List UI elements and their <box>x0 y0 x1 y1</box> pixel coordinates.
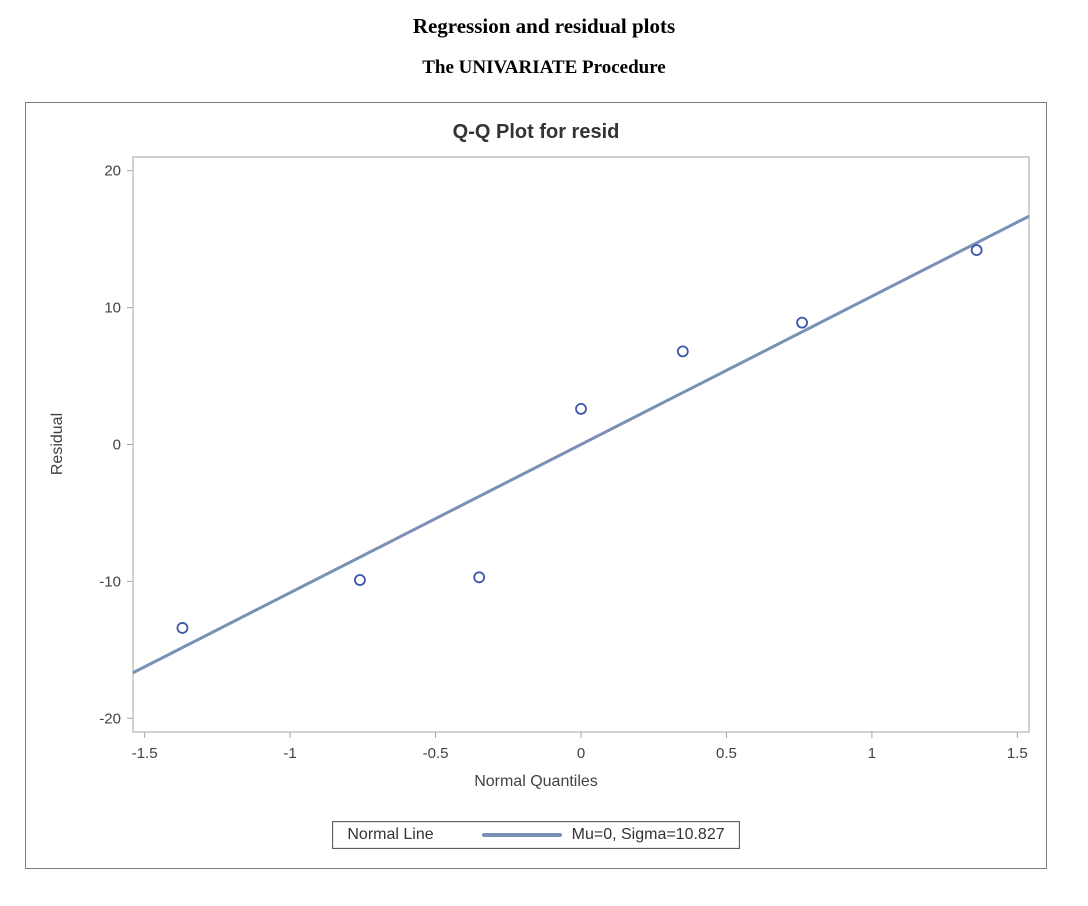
data-point <box>676 345 689 358</box>
y-tick-label: 0 <box>113 437 121 454</box>
chart-area: Residual -1.5 -1 -0.5 0 0.5 1 1.5 -20 -10 0 10 20 <box>26 145 1046 770</box>
data-point <box>796 316 808 329</box>
qq-plot-svg: -1.5 -1 -0.5 0 0.5 1 1.5 -20 -10 0 10 20 <box>99 156 1030 762</box>
report-header: Regression and residual plots The UNIVAR… <box>0 0 1088 80</box>
x-tick-label: 1.5 <box>1007 745 1028 762</box>
legend-title: Normal Line <box>347 826 434 843</box>
data-point <box>575 403 587 415</box>
data-point <box>473 571 486 584</box>
y-tick-label: 20 <box>104 163 121 180</box>
report-title: Regression and residual plots <box>412 14 676 38</box>
x-tick-label: 0.5 <box>716 745 737 762</box>
y-tick-label: 10 <box>104 300 121 317</box>
normal-line <box>132 214 1030 675</box>
y-tick-label: -20 <box>99 710 121 727</box>
legend-entry-label: Mu=0, Sigma=10.827 <box>571 826 725 843</box>
data-point <box>176 622 189 634</box>
x-axis-label: Normal Quantiles <box>474 773 598 790</box>
legend-line-swatch-icon <box>481 833 562 837</box>
chart-title: Q-Q Plot for resid <box>452 121 620 143</box>
y-tick-label: -10 <box>99 573 121 590</box>
x-tick-label: 1 <box>868 745 876 762</box>
x-tick-label: -1.5 <box>132 745 158 762</box>
x-tick-label: -1 <box>283 745 296 762</box>
data-point <box>354 574 366 586</box>
y-axis-label: Residual <box>49 412 66 476</box>
x-tick-label: -0.5 <box>423 745 449 762</box>
qq-plot-panel: Q-Q Plot for resid Residual -1.5 -1 -0.5 0 0… <box>25 102 1047 869</box>
legend-box: Normal Line Mu=0, Sigma=10.827 <box>332 821 740 849</box>
procedure-title: The UNIVARIATE Procedure <box>422 57 666 78</box>
legend-row: Normal Line Mu=0, Sigma=10.827 <box>26 821 1046 849</box>
data-point <box>970 244 983 256</box>
x-tick-label: 0 <box>577 745 585 762</box>
